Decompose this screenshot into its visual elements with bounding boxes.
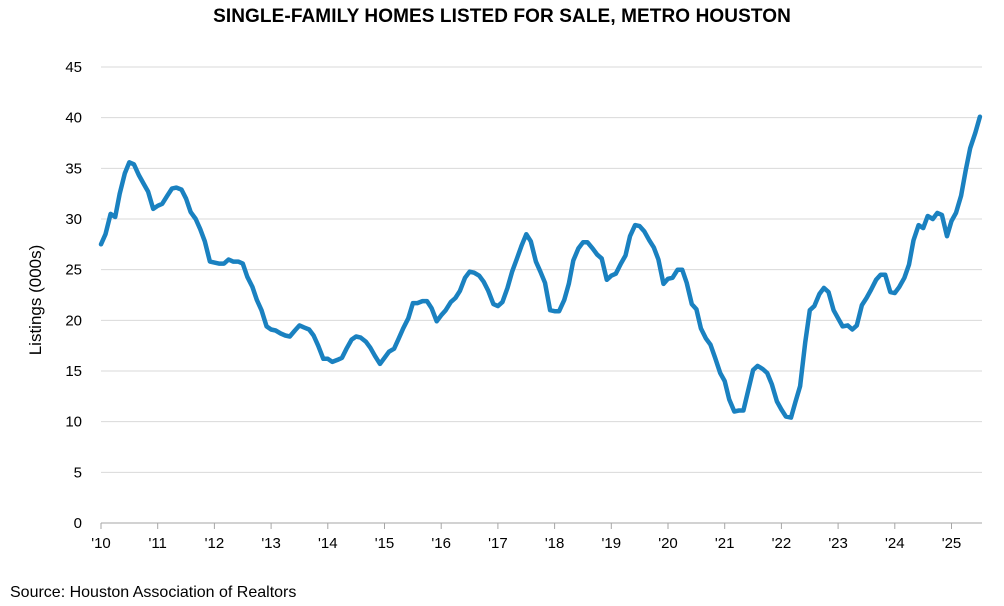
source-note: Source: Houston Association of Realtors [10,584,297,601]
y-tick-label: 20 [65,312,82,329]
series-layer [98,114,983,420]
x-tick-label: '24 [885,535,905,552]
y-axis-ticks: 0 5 10 15 20 25 30 35 40 45 [65,59,82,532]
series-line-listings [98,114,983,420]
x-tick-label: '11 [148,535,166,552]
x-tick-label: '12 [205,535,225,552]
y-tick-label: 15 [65,363,82,380]
x-tick-label: '22 [772,535,792,552]
x-axis: '10 '11 '12 '13 '14 '15 '16 '17 '18 '19 '20 '21 '22 '… [91,522,982,552]
chart-title: SINGLE-FAMILY HOMES LISTED FOR SALE, MET… [213,6,791,27]
y-tick-label: 45 [65,59,82,76]
x-tick-label: '10 [91,535,111,552]
y-tick-label: 0 [74,515,82,532]
x-tick-label: '20 [658,535,678,552]
x-tick-label: '16 [431,535,451,552]
x-tick-label: '17 [488,535,508,552]
y-tick-label: 40 [65,110,82,127]
y-tick-label: 10 [65,414,82,431]
y-tick-label: 30 [65,211,82,228]
x-tick-label: '18 [545,535,565,552]
x-tick-label: '25 [942,535,962,552]
x-tick-label: '15 [375,535,395,552]
x-tick-label: '19 [602,535,622,552]
y-tick-label: 5 [74,464,82,481]
y-tick-label: 25 [65,262,82,279]
x-tick-label: '21 [715,535,735,552]
x-tick-label: '23 [828,535,848,552]
x-tick-label: '13 [261,535,281,552]
x-tick-label: '14 [318,535,338,552]
y-tick-label: 35 [65,160,82,177]
